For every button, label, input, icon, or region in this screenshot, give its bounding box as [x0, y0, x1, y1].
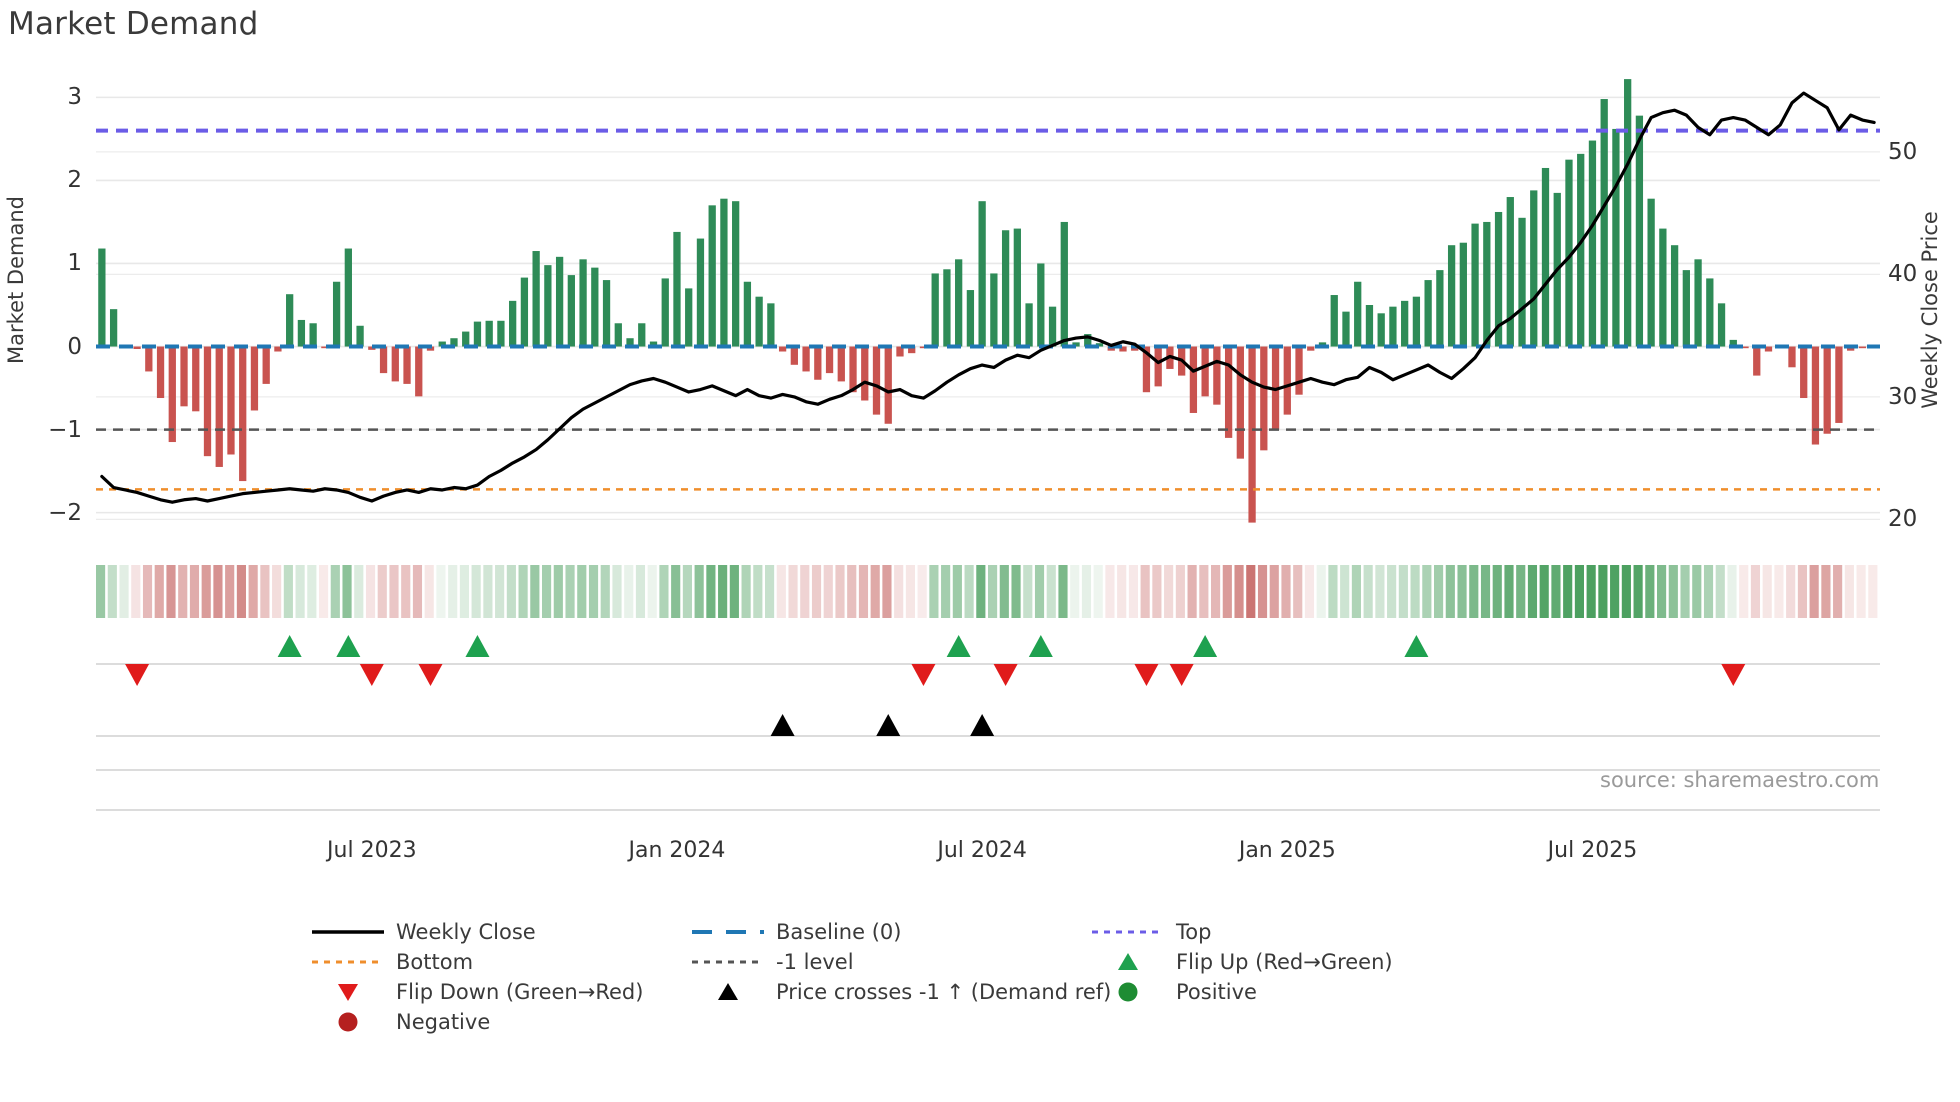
legend-item[interactable]: Flip Up (Red→Green)	[1090, 950, 1393, 974]
legend-label: Bottom	[396, 950, 474, 974]
dotted-line-icon	[692, 960, 764, 964]
x-axis-tick: Jan 2025	[1238, 838, 1336, 863]
legend-label: -1 level	[776, 950, 854, 974]
legend-swatch	[310, 1011, 386, 1033]
dotted-line-icon	[312, 960, 384, 964]
y-axis-left-tick: 0	[67, 333, 82, 360]
y-axis-left-ticks: −2 −1 0 1 2 3	[0, 60, 92, 550]
y-axis-left-tick: −1	[48, 416, 82, 443]
legend-swatch	[1090, 951, 1166, 973]
circle-icon	[338, 1012, 358, 1032]
legend-item[interactable]: Positive	[1090, 980, 1257, 1004]
y-axis-right-tick: 50	[1888, 138, 1918, 165]
legend-swatch	[690, 981, 766, 1003]
legend-label: Positive	[1176, 980, 1257, 1004]
legend-item[interactable]: Price crosses -1 ↑ (Demand ref)	[690, 980, 1111, 1004]
demand-price-chart	[96, 79, 1880, 523]
demand-intensity-strip	[96, 565, 1880, 618]
chart-legend: Weekly Close Baseline (0) Top Bottom -1 leve…	[0, 920, 1960, 1090]
marker-svg	[96, 635, 1880, 811]
legend-item[interactable]: Bottom	[310, 950, 473, 974]
legend-label: Negative	[396, 1010, 491, 1034]
y-axis-left-tick: −2	[48, 499, 82, 526]
legend-item[interactable]: Top	[1090, 920, 1211, 944]
circle-icon	[1118, 982, 1138, 1002]
legend-item[interactable]: Negative	[310, 1010, 490, 1034]
source-credit: source: sharemaestro.com	[1600, 768, 1880, 792]
legend-item[interactable]: Weekly Close	[310, 920, 536, 944]
y-axis-right-tick: 40	[1888, 261, 1918, 288]
legend-label: Baseline (0)	[776, 920, 902, 944]
y-axis-left-tick: 1	[67, 250, 82, 277]
page-title: Market Demand	[8, 6, 259, 42]
x-axis-tick: Jan 2024	[628, 838, 726, 863]
y-axis-left-tick: 2	[67, 167, 82, 194]
legend-swatch	[310, 951, 386, 973]
solid-line-icon	[312, 930, 384, 934]
marker-panel	[96, 620, 1880, 830]
legend-swatch	[1090, 921, 1166, 943]
x-axis-ticks: Jul 2023 Jan 2024 Jul 2024 Jan 2025 Jul 2025	[96, 838, 1880, 878]
x-axis-tick: Jul 2023	[327, 838, 417, 863]
dotted-line-icon	[1092, 930, 1164, 934]
x-axis-tick: Jul 2025	[1547, 838, 1638, 863]
legend-swatch	[310, 921, 386, 943]
triangle-up-icon	[1118, 953, 1138, 970]
y-axis-right-ticks: 20 30 40 50	[1884, 60, 1954, 550]
x-axis-tick: Jul 2024	[937, 838, 1027, 863]
legend-swatch	[1090, 981, 1166, 1003]
legend-label: Price crosses -1 ↑ (Demand ref)	[776, 980, 1112, 1004]
legend-label: Flip Down (Green→Red)	[396, 980, 644, 1004]
strip-svg	[96, 565, 1878, 618]
main-plot-area	[96, 60, 1880, 550]
legend-swatch	[690, 951, 766, 973]
y-axis-left-tick: 3	[67, 84, 82, 111]
y-axis-right-tick: 30	[1888, 383, 1918, 410]
legend-item[interactable]: -1 level	[690, 950, 854, 974]
legend-item[interactable]: Flip Down (Green→Red)	[310, 980, 643, 1004]
legend-swatch	[690, 921, 766, 943]
legend-label: Top	[1176, 920, 1212, 944]
y-axis-right-tick: 20	[1888, 506, 1918, 533]
legend-swatch	[310, 981, 386, 1003]
dashed-line-wide-icon	[692, 930, 764, 934]
legend-label: Weekly Close	[396, 920, 536, 944]
triangle-up-icon	[718, 983, 738, 1000]
triangle-down-icon	[338, 984, 358, 1001]
legend-item[interactable]: Baseline (0)	[690, 920, 901, 944]
legend-label: Flip Up (Red→Green)	[1176, 950, 1393, 974]
